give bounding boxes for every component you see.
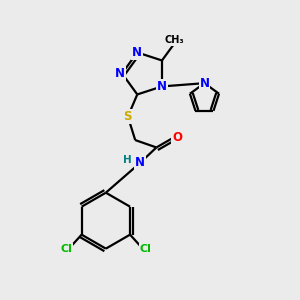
Text: N: N (135, 156, 145, 169)
Text: N: N (200, 77, 209, 90)
Text: S: S (124, 110, 132, 123)
Text: N: N (132, 46, 142, 59)
Text: H: H (123, 155, 132, 165)
Text: O: O (172, 130, 182, 144)
Text: N: N (115, 67, 125, 80)
Text: Cl: Cl (60, 244, 72, 254)
Text: CH₃: CH₃ (164, 35, 184, 45)
Text: N: N (157, 80, 167, 93)
Text: Cl: Cl (140, 244, 152, 254)
